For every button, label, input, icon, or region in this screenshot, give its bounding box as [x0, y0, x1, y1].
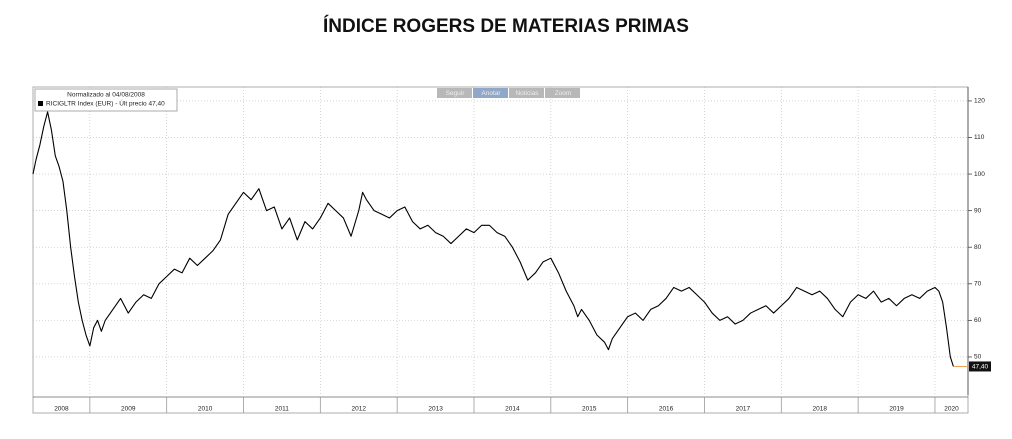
y-tick-label: 120: [974, 98, 985, 105]
x-tick-label: 2012: [352, 406, 367, 413]
chart-title: ÍNDICE ROGERS DE MATERIAS PRIMAS: [323, 15, 689, 37]
toolbar-label[interactable]: Noticias: [515, 90, 539, 97]
x-tick-label: 2008: [54, 406, 69, 413]
x-tick-label: 2010: [198, 406, 213, 413]
y-tick-label: 50: [974, 354, 982, 361]
x-tick-label: 2016: [659, 406, 674, 413]
y-tick-label: 80: [974, 244, 982, 251]
plot-frame: [32, 86, 969, 414]
price-line: [32, 111, 954, 367]
toolbar-button[interactable]: [473, 88, 508, 98]
last-price-label: 47,40: [972, 364, 989, 371]
legend-header: Normalizado al 04/08/2008: [67, 92, 145, 99]
toolbar-button[interactable]: [437, 88, 472, 98]
x-tick-label: 2014: [505, 406, 520, 413]
toolbar-label[interactable]: Zoom: [555, 90, 572, 97]
toolbar-button[interactable]: [545, 88, 580, 98]
toolbar-label[interactable]: Anotar: [481, 90, 501, 97]
y-tick-label: 90: [974, 207, 982, 214]
toolbar-button[interactable]: [509, 88, 544, 98]
legend-box: [34, 88, 178, 112]
y-tick-label: 60: [974, 317, 982, 324]
x-tick-label: 2015: [582, 406, 597, 413]
y-tick-label: 70: [974, 281, 982, 288]
legend-swatch: [38, 101, 43, 106]
y-tick-label: 100: [974, 171, 985, 178]
x-tick-label: 2017: [736, 406, 751, 413]
x-tick-label: 2013: [428, 406, 443, 413]
legend-entry: RICIGLTR Index (EUR) - Últ precio 47,40: [46, 99, 165, 108]
last-price-box: [969, 361, 991, 372]
y-tick-label: 110: [974, 134, 985, 141]
x-tick-label: 2020: [944, 406, 959, 413]
x-tick-label: 2019: [889, 406, 904, 413]
x-tick-label: 2009: [121, 406, 136, 413]
x-tick-label: 2011: [275, 406, 289, 413]
toolbar-label[interactable]: Seguir: [446, 90, 466, 97]
x-tick-label: 2018: [812, 406, 827, 413]
